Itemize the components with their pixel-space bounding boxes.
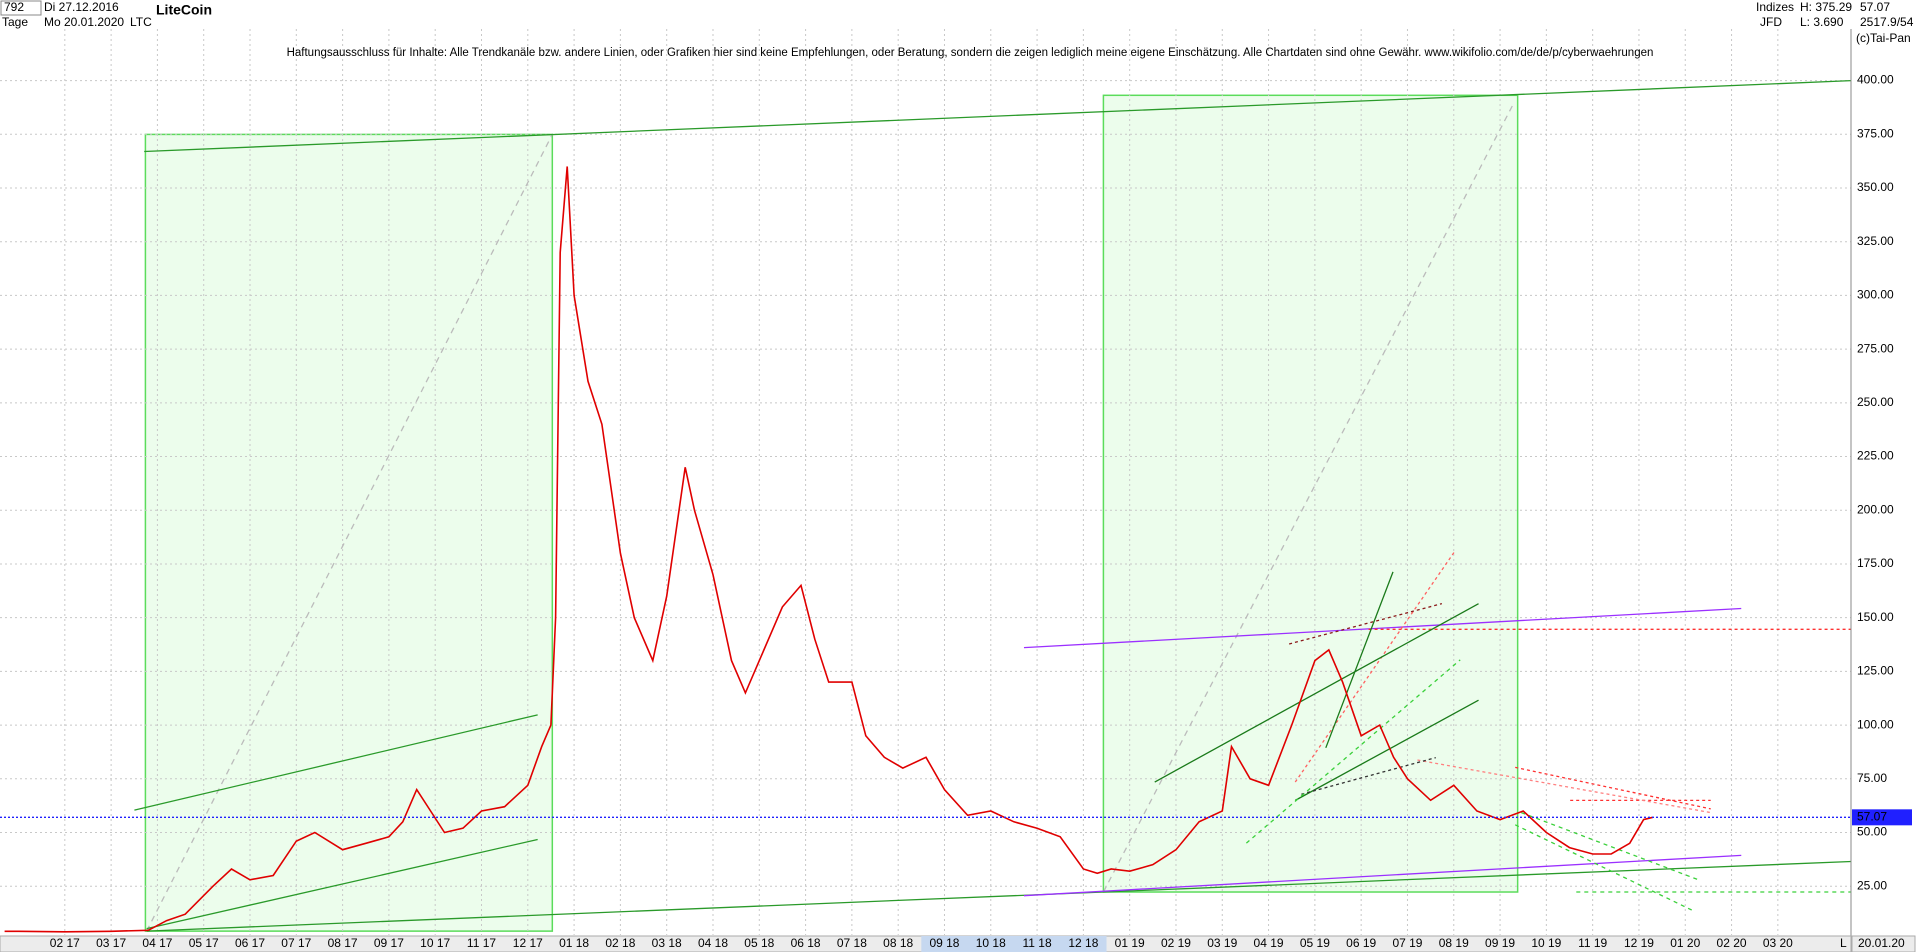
y-tick-label: 75.00 [1857,771,1887,785]
current-price-label: 57.07 [1857,810,1887,824]
scale-mode[interactable]: L [1840,936,1847,950]
y-tick-label: 150.00 [1857,610,1894,624]
y-tick-label: 125.00 [1857,664,1894,678]
x-tick-label: 10 17 [420,936,450,950]
high: H: 375.29 [1800,0,1852,14]
y-tick-label: 225.00 [1857,449,1894,463]
trend-line [134,714,538,811]
date-box-label: 20.01.20 [1858,936,1905,950]
x-tick-label: 04 17 [142,936,172,950]
x-tick-label: 08 18 [883,936,913,950]
x-tick-label: 07 19 [1392,936,1422,950]
trend-line [1023,607,1742,649]
x-tick-label: 10 19 [1531,936,1561,950]
y-tick-label: 50.00 [1857,825,1887,839]
y-tick-label: 200.00 [1857,502,1894,516]
trend-line [1294,551,1455,783]
y-tick-label: 275.00 [1857,341,1894,355]
price-line [4,166,1653,933]
x-tick-label: 11 19 [1578,936,1607,950]
x-tick-label: 02 18 [605,936,635,950]
start-date: Di 27.12.2016 [44,0,119,14]
last-price: 57.07 [1860,0,1890,14]
y-tick-label: 375.00 [1857,126,1894,140]
y-tick-label: 325.00 [1857,234,1894,248]
trend-line [1288,603,1443,645]
x-tick-label: 06 18 [791,936,821,950]
x-tick-label: 05 19 [1300,936,1330,950]
x-tick-label: 01 20 [1670,936,1700,950]
x-tick-label: 10 18 [976,936,1006,950]
trend-line [1023,854,1742,897]
x-tick-label: 03 18 [652,936,682,950]
instrument-name: LiteCoin [156,2,212,18]
x-tick-label: 08 17 [328,936,358,950]
ratio: 2517.9/54 [1860,15,1914,29]
x-tick-label: 01 19 [1115,936,1145,950]
y-tick-label: 250.00 [1857,395,1894,409]
x-tick-label: 03 20 [1763,936,1793,950]
x-tick-label: 02 17 [50,936,80,950]
x-tick-label: 04 18 [698,936,728,950]
x-tick-label: 09 17 [374,936,404,950]
y-tick-label: 175.00 [1857,556,1894,570]
trend-line [146,860,1852,932]
source: JFD [1760,15,1782,29]
x-tick-label: 11 18 [1023,936,1052,950]
symbol: LTC [130,15,152,29]
x-tick-label: 06 19 [1346,936,1376,950]
low: L: 3.690 [1800,15,1844,29]
x-tick-label: 07 17 [281,936,311,950]
trend-line [1514,824,1693,911]
end-date: Mo 20.01.2020 [44,15,124,29]
count: 792 [4,0,24,14]
trend-line [1325,571,1394,749]
copyright: (c)Tai-Pan [1856,31,1911,45]
x-tick-label: 07 18 [837,936,867,950]
trend-line [1301,756,1436,795]
annotation-box [144,133,554,932]
y-tick-label: 100.00 [1857,717,1894,731]
x-tick-label: 01 18 [559,936,589,950]
x-tick-label: 12 19 [1624,936,1654,950]
trend-line [144,79,1852,153]
current-price-box [1852,809,1912,826]
y-tick-label: 25.00 [1857,878,1887,892]
drawing-layer [0,29,1852,935]
x-axis-highlight [921,936,1107,952]
x-tick-label: 12 17 [513,936,543,950]
x-tick-label: 09 19 [1485,936,1515,950]
x-tick-label: 08 19 [1439,936,1469,950]
diagonal-line [1102,104,1514,893]
x-tick-label: 12 18 [1068,936,1098,950]
group: Indizes [1756,0,1794,14]
period[interactable]: Tage [2,15,28,29]
y-tick-label: 300.00 [1857,288,1894,302]
x-tick-label: 06 17 [235,936,265,950]
x-tick-label: 11 17 [467,936,496,950]
y-tick-label: 400.00 [1857,73,1894,87]
trend-line [146,838,538,930]
trend-line [1294,699,1479,801]
x-tick-label: 03 19 [1207,936,1237,950]
y-tick-label: 350.00 [1857,180,1894,194]
count-box[interactable] [0,0,42,16]
date-box [1851,935,1916,952]
x-tick-label: 09 18 [929,936,959,950]
x-tick-label: 05 17 [189,936,219,950]
x-tick-label: 04 19 [1254,936,1284,950]
trend-line [1245,659,1461,844]
x-tick-label: 05 18 [744,936,774,950]
x-tick-label: 03 17 [96,936,126,950]
trend-line [1154,603,1479,783]
header: 792 Di 27.12.2016 Tage Mo 20.01.2020 Lit… [0,0,1914,59]
disclaimer: Haftungsausschluss für Inhalte: Alle Tre… [287,47,1654,59]
trend-line [1417,759,1711,814]
x-tick-label: 02 20 [1717,936,1747,950]
x-tick-label: 02 19 [1161,936,1191,950]
